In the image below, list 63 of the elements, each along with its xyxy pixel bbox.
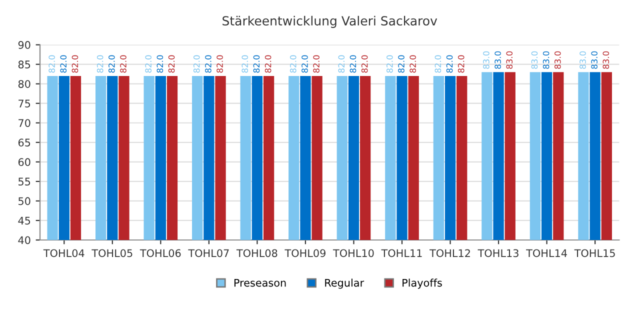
data-label: 82.0 (264, 55, 272, 73)
x-tick-label: TOHL09 (284, 249, 326, 258)
legend-label: Playoffs (402, 278, 442, 289)
x-tick-label: TOHL15 (574, 249, 615, 258)
y-tick-label: 45 (18, 216, 30, 225)
data-label: 83.0 (506, 51, 513, 69)
y-tick-label: 85 (18, 60, 30, 68)
data-label: 82.0 (458, 55, 464, 73)
data-label: 82.0 (156, 55, 164, 73)
data-label: 82.0 (96, 55, 104, 73)
data-label: 83.0 (580, 51, 586, 69)
data-label: 82.0 (72, 55, 78, 73)
data-label: 82.0 (253, 55, 260, 73)
x-tick-label: TOHL10 (332, 249, 374, 258)
data-label: 82.0 (434, 55, 442, 73)
data-label: 82.0 (290, 55, 296, 73)
data-label: 82.0 (398, 55, 404, 73)
x-tick-label: TOHL04 (43, 249, 84, 258)
data-label: 83.0 (531, 51, 538, 69)
data-label: 82.0 (338, 55, 345, 73)
data-label: 82.0 (48, 55, 55, 73)
y-tick-label: 60 (18, 158, 30, 166)
x-tick-label: TOHL06 (140, 249, 181, 258)
data-label: 83.0 (542, 51, 550, 69)
data-label: 83.0 (554, 51, 561, 69)
legend-label: Preseason (234, 278, 286, 287)
y-tick-label: 40 (18, 236, 30, 244)
x-tick-label: TOHL14 (526, 249, 567, 258)
data-label: 82.0 (193, 55, 200, 73)
data-label: 82.0 (168, 55, 175, 73)
data-label: 82.0 (216, 55, 223, 73)
data-label: 83.0 (591, 51, 598, 69)
x-tick-label: TOHL08 (236, 249, 278, 258)
data-label: 83.0 (483, 51, 490, 69)
data-label: 82.0 (446, 55, 453, 73)
x-tick-label: TOHL13 (478, 249, 518, 258)
data-label: 82.0 (361, 55, 368, 73)
data-label: 82.0 (350, 55, 356, 73)
data-label: 82.0 (302, 55, 308, 73)
data-label: 82.0 (205, 55, 212, 73)
y-tick-label: 80 (18, 80, 30, 88)
data-label: 82.0 (410, 55, 416, 73)
legend-label: Regular (325, 278, 364, 289)
data-label: 82.0 (120, 55, 126, 73)
data-label: 82.0 (60, 55, 67, 73)
y-tick-label: 65 (18, 138, 30, 147)
y-tick-label: 90 (18, 41, 30, 49)
x-tick-label: TOHL05 (92, 249, 132, 258)
y-tick-label: 70 (18, 119, 30, 127)
chart-title: Stärkeentwicklung Valeri Sackarov (222, 16, 438, 28)
data-label: 82.0 (242, 55, 248, 73)
data-label: 82.0 (145, 55, 152, 73)
data-label: 83.0 (494, 51, 501, 69)
data-label: 82.0 (386, 55, 393, 73)
y-tick-label: 55 (18, 178, 30, 186)
x-tick-label: TOHL12 (430, 249, 470, 258)
y-tick-label: 75 (18, 100, 30, 108)
x-tick-label: TOHL07 (188, 249, 229, 258)
data-label: 82.0 (313, 55, 320, 73)
data-label: 83.0 (602, 51, 610, 69)
data-label: 82.0 (108, 55, 115, 73)
x-tick-label: TOHL11 (381, 249, 422, 258)
y-tick-label: 50 (18, 197, 30, 206)
